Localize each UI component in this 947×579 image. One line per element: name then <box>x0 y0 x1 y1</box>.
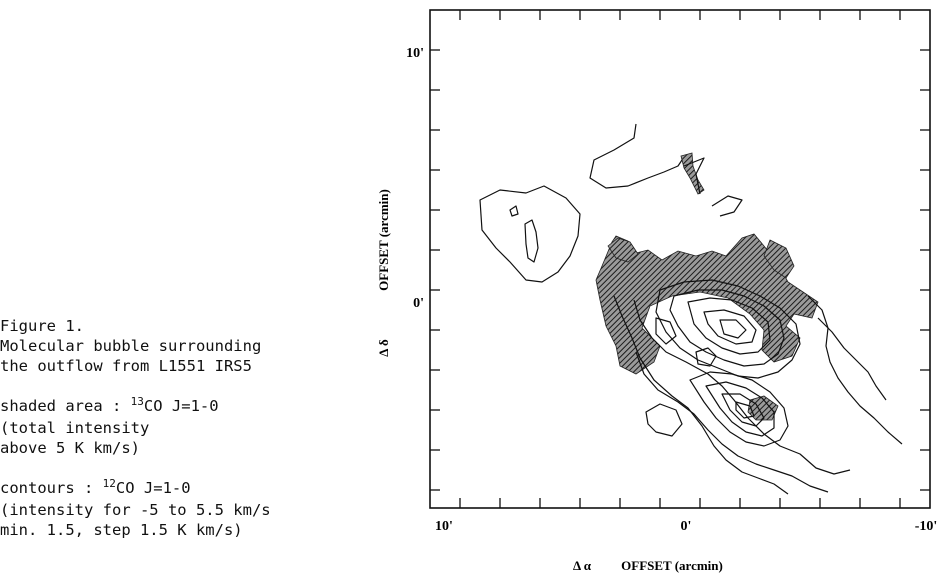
ytick-label-0: 10' <box>406 46 424 61</box>
ytick-label-1: 0' <box>413 296 424 311</box>
shaded-13co-regions <box>595 152 819 421</box>
contour-north-east <box>711 195 743 217</box>
caption-shaded-3: above 5 K km/s) <box>0 439 140 457</box>
caption-description-1: Molecular bubble surrounding <box>0 337 262 355</box>
contour-west-cloud <box>479 185 581 283</box>
contours-species: CO J=1-0 <box>115 479 191 497</box>
contour-north-lobe <box>683 157 705 195</box>
y-axis-label: OFFSET (arcmin) <box>376 189 391 291</box>
contour-ring-4 <box>703 309 757 345</box>
contour-outer-4 <box>817 317 887 401</box>
contour-ring-3 <box>687 297 771 355</box>
contour-west-inner <box>524 219 539 263</box>
contour-ring-1 <box>655 279 801 379</box>
contour-outer-5 <box>635 351 829 493</box>
contour-outer-3 <box>807 295 903 445</box>
contours-prefix: contours : <box>0 479 103 497</box>
axis-ticks <box>430 10 930 508</box>
y-axis-symbol: Δ δ <box>376 339 391 357</box>
shaded-region-main <box>595 233 819 375</box>
shaded-isotope: 13 <box>130 395 144 408</box>
contour-ring-5 <box>719 319 747 339</box>
contour-outer-2 <box>633 299 851 475</box>
contours-isotope: 12 <box>102 477 116 490</box>
contour-south-2 <box>705 381 775 437</box>
caption-contours-line: contours : 12CO J=1-0 <box>0 477 362 500</box>
caption-contours-2: (intensity for -5 to 5.5 km/s <box>0 501 271 519</box>
xtick-label-1: 0' <box>681 519 692 534</box>
contour-outer-1 <box>613 295 789 495</box>
xtick-label-2: -10' <box>915 519 938 534</box>
caption-shaded-2: (total intensity <box>0 419 150 437</box>
figure-caption: Figure 1. Molecular bubble surrounding t… <box>0 316 362 540</box>
contour-ring-2 <box>669 289 785 367</box>
shaded-region-south <box>747 395 779 421</box>
caption-shaded-line: shaded area : 13CO J=1-0 <box>0 395 362 418</box>
caption-title: Figure 1. <box>0 317 84 335</box>
contour-inner-west <box>655 317 677 345</box>
shaded-region-east <box>763 239 795 279</box>
caption-description-2: the outflow from L1551 IRS5 <box>0 357 252 375</box>
contour-south-4 <box>735 401 755 419</box>
contour-south-west <box>645 403 683 437</box>
plot-frame <box>429 9 931 509</box>
x-axis-symbol: Δ α <box>573 558 592 573</box>
shaded-region-top <box>607 237 639 263</box>
shaded-species: CO J=1-0 <box>143 397 219 415</box>
contour-south-3 <box>721 393 765 427</box>
x-axis-label: OFFSET (arcmin) <box>621 558 723 573</box>
contour-map-figure: 10' 0' -10' 10' 0' Δ α OFFSET (arcmin) Δ… <box>376 9 938 573</box>
xtick-label-0: 10' <box>435 519 453 534</box>
contour-west-dot <box>509 205 519 217</box>
contour-inner-mid <box>695 347 717 367</box>
contour-north-cloud <box>589 123 683 189</box>
contours-12co <box>479 123 903 495</box>
caption-contours-3: min. 1.5, step 1.5 K km/s) <box>0 521 243 539</box>
shaded-prefix: shaded area : <box>0 397 131 415</box>
contour-south-1 <box>689 371 789 447</box>
